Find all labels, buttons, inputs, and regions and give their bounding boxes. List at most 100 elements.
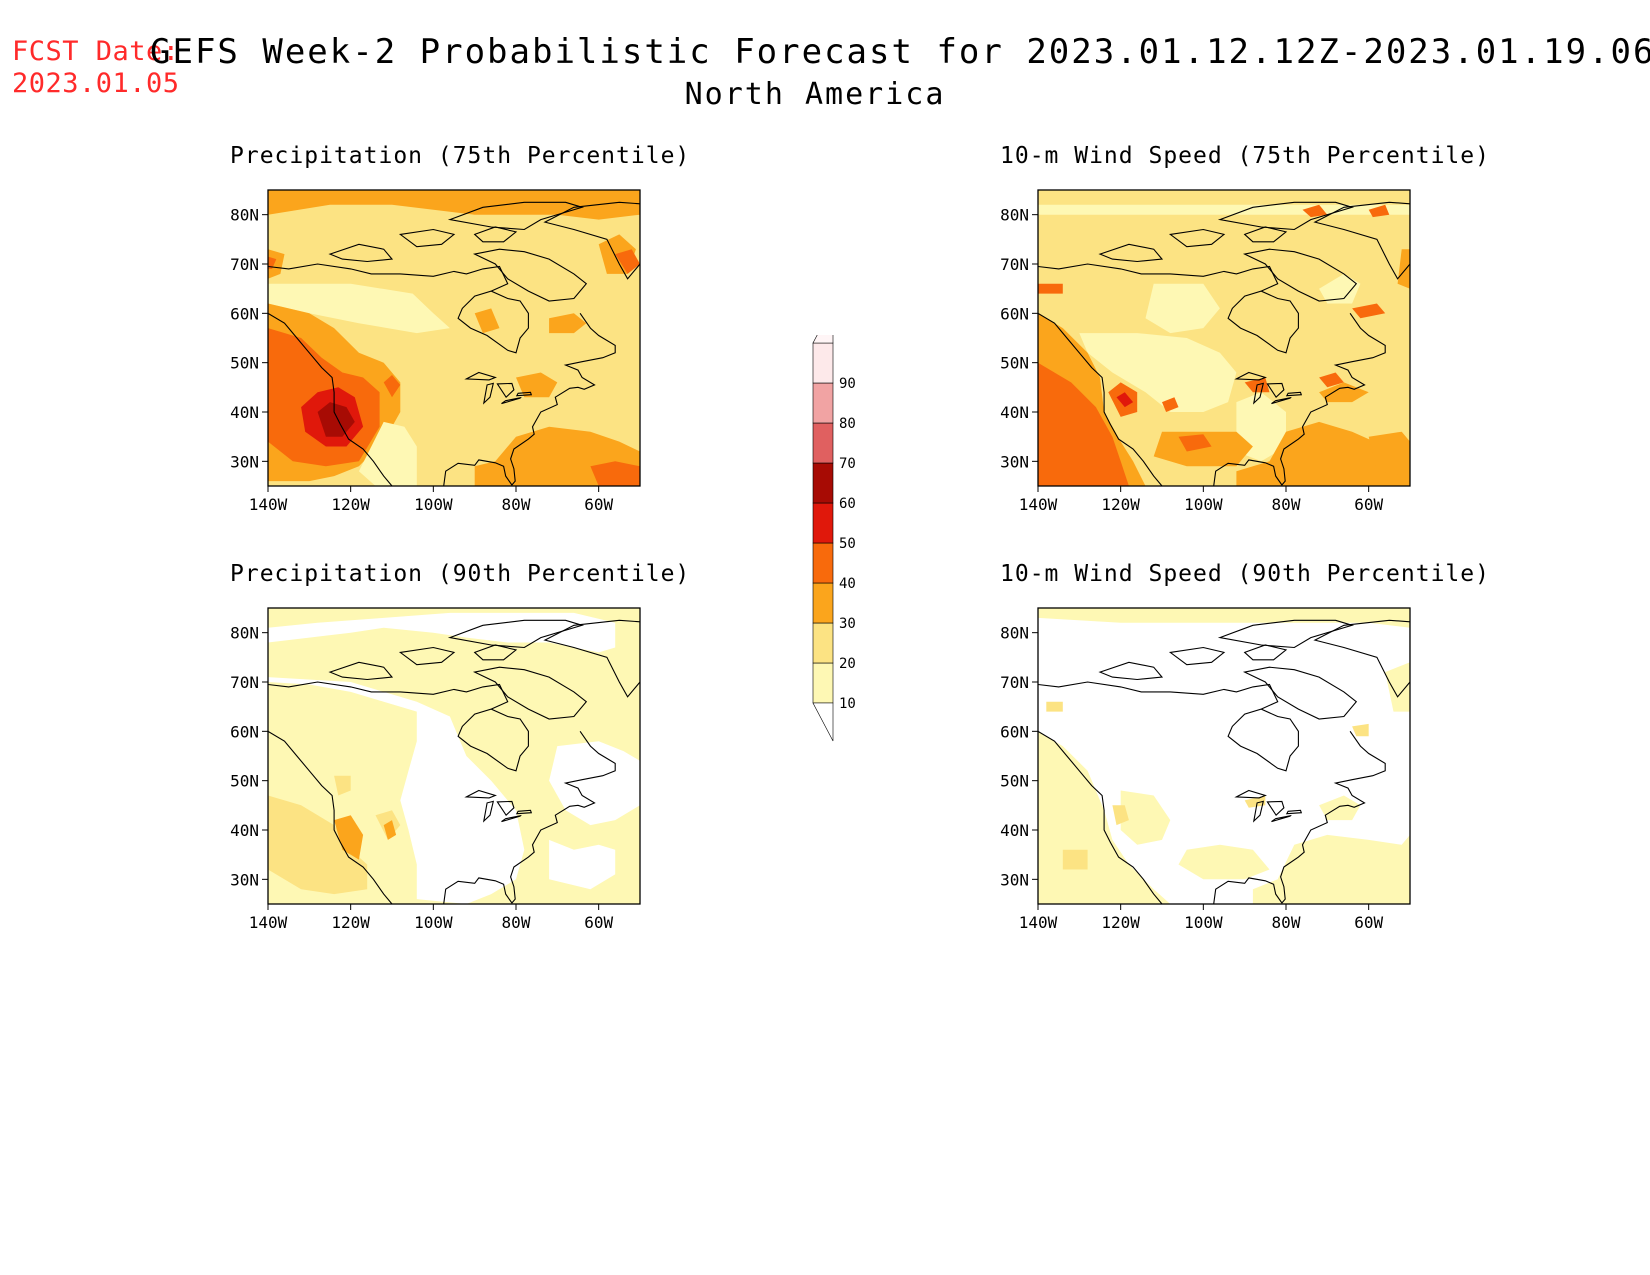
contour-region [1397,249,1410,289]
coastline [398,646,456,666]
coastlines [1038,619,1410,904]
coastline [457,708,529,772]
contour-region [1120,790,1171,845]
lat-tick-label: 50N [1000,772,1029,791]
contour-region [268,249,285,279]
contour-region [1244,795,1266,808]
lake-outline [1271,396,1292,405]
lat-tick-label: 50N [230,772,259,791]
lake-outline [464,789,497,799]
lake-outline [496,800,515,817]
lat-tick-label: 80N [1000,206,1029,225]
coastline [1227,290,1299,354]
contour-region [1385,662,1410,712]
coastline [472,666,588,720]
coastline [1313,201,1410,280]
coastline [1038,681,1279,710]
contour-region [474,308,500,334]
contour-region [358,421,417,486]
coastline [1168,646,1226,666]
map-frame [267,189,641,487]
coastline [472,248,588,302]
contour-region [1319,795,1361,821]
lake-outline [1266,382,1285,399]
coastline [447,619,585,649]
lat-tick-label: 60N [230,304,259,323]
lake-outline [464,371,497,381]
lake-outline [501,396,522,405]
coastline [543,619,640,698]
coastline [268,263,509,292]
colorbar-label: 20 [839,656,856,672]
contour-region [1038,362,1129,486]
contour-region [334,775,351,796]
contour-region [1319,273,1361,304]
lon-tick-label: 80W [1272,495,1301,514]
lake-outline [1252,800,1265,823]
contour-region [1252,834,1410,904]
map-frame [1037,189,1411,487]
coastline [443,730,616,904]
coastline [1213,312,1386,486]
contour-region [1162,397,1179,412]
contour-region [1236,421,1410,486]
lon-tick-label: 100W [414,913,453,932]
colorbar-swatch [812,582,834,624]
contour-region [268,190,640,220]
contour-region [1352,303,1386,319]
coastline [443,312,616,486]
coastline [1217,201,1355,231]
lon-tick-label: 100W [1184,495,1223,514]
lake-outline [1234,371,1267,381]
contour-region [1368,204,1390,218]
coastline [268,681,509,710]
colorbar-label: 70 [839,456,856,472]
colorbar-swatch [812,342,834,384]
lat-tick-label: 70N [1000,255,1029,274]
lake-outline [482,800,495,823]
panel-title-wind-75: 10-m Wind Speed (75th Percentile) [1000,143,1490,169]
contour-region [1145,283,1220,334]
coastline [1227,708,1299,772]
coastline [1098,243,1164,263]
contour-region [1038,608,1410,628]
lake-outline [501,814,522,823]
coastline [1243,226,1288,243]
lat-tick-label: 30N [1000,452,1029,471]
map-field [268,608,640,904]
coastline [268,730,393,904]
contour-region [590,461,640,486]
panel-title-precip-90: Precipitation (90th Percentile) [230,561,691,587]
colorbar-swatch [812,542,834,584]
forecast-date-label: FCST Date: [12,36,180,67]
contour-region [549,741,640,826]
lat-tick-label: 70N [230,673,259,692]
lat-tick-label: 50N [1000,354,1029,373]
page-title: GEFS Week-2 Probabilistic Forecast for 2… [150,32,1650,72]
lon-tick-label: 140W [1019,495,1058,514]
lake-outline [482,382,495,405]
colorbar-extension-top [812,335,834,344]
contour-region [1178,434,1212,452]
lon-tick-label: 80W [502,913,531,932]
page-subtitle: North America [684,77,946,112]
coastline [1217,619,1355,649]
contour-region [549,839,616,890]
map-wind-75: 140W 120W 100W 80W 60W 30N 40N 50N 60N 70N 80N [1000,189,1411,514]
colorbar-swatch [812,662,834,704]
lat-tick-label: 30N [1000,870,1029,889]
contour-region [516,372,558,398]
forecast-date: FCST Date: 2023.01.05 [12,36,180,100]
coastline [1038,312,1163,486]
lon-tick-label: 120W [1101,495,1140,514]
lon-tick-label: 140W [1019,913,1058,932]
coastline [328,661,394,681]
lake-outline [1252,382,1265,405]
contour-region [334,815,364,860]
coastlines [268,619,640,904]
map-precip-75: 140W 120W 100W 80W 60W 30N 40N 50N 60N 70N 80N [230,189,641,514]
coastlines [268,201,640,486]
contour-region [383,375,401,398]
lon-tick-label: 120W [331,495,370,514]
contour-region [1062,849,1088,870]
